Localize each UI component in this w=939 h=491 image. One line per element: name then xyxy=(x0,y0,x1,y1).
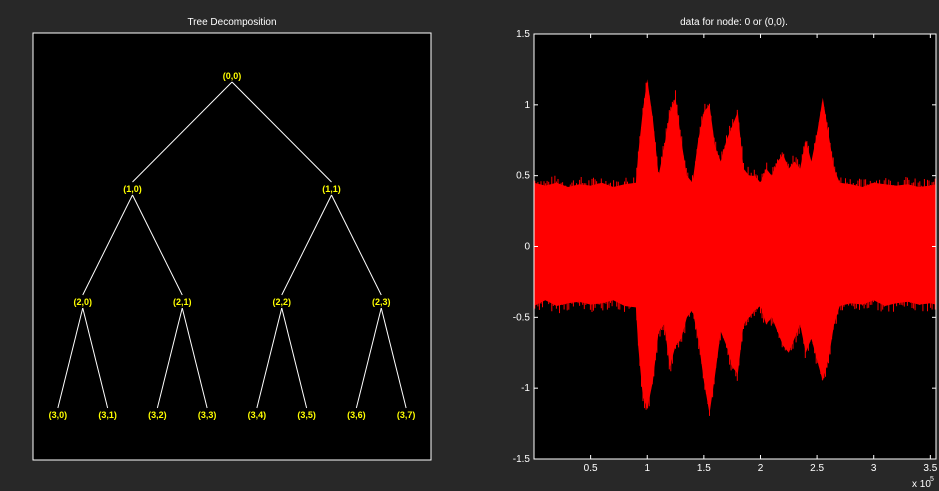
tree-node[interactable]: (3,0) xyxy=(49,410,68,420)
y-axis: -1.5 -1 -0.5 0 0.5 1 1.5 xyxy=(513,29,936,465)
x-tick-label: 2 xyxy=(758,463,764,474)
tree-node[interactable]: (3,5) xyxy=(297,410,316,420)
y-tick-label: 0.5 xyxy=(516,171,530,182)
tree-edge xyxy=(281,307,308,409)
x-axis: 0.5 1 1.5 2 2.5 3 3.5 xyxy=(584,34,938,474)
tree-title: Tree Decomposition xyxy=(187,17,276,28)
tree-nodes: (0,0) (1,0) (1,1) (2,0) (2,1) (2,2) (2,3) (3,0)… xyxy=(49,71,416,420)
x-tick-label: 1 xyxy=(644,463,650,474)
x-multiplier-label: x 10 xyxy=(912,479,931,490)
tree-edge xyxy=(231,81,332,183)
tree-node[interactable]: (2,0) xyxy=(73,297,92,307)
tree-edge xyxy=(132,81,233,183)
tree-node[interactable]: (3,3) xyxy=(198,410,217,420)
signal-noise-strokes xyxy=(534,82,936,416)
x-tick-label: 1.5 xyxy=(697,463,711,474)
tree-node[interactable]: (3,1) xyxy=(98,410,117,420)
tree-edge xyxy=(380,307,407,409)
tree-edge xyxy=(82,194,133,296)
y-tick-label: 1.5 xyxy=(516,29,530,40)
y-tick-label: -1.5 xyxy=(513,454,531,465)
signal-panel: data for node: 0 or (0,0). -1.5 -1 -0.5 0 0.… xyxy=(513,17,938,490)
tree-edge xyxy=(281,194,332,296)
tree-edge xyxy=(181,307,208,409)
tree-edges xyxy=(57,81,407,409)
chart-title: data for node: 0 or (0,0). xyxy=(680,17,788,28)
x-tick-label: 0.5 xyxy=(584,463,598,474)
tree-node[interactable]: (3,7) xyxy=(397,410,416,420)
tree-edge xyxy=(82,307,109,409)
tree-node[interactable]: (3,4) xyxy=(248,410,267,420)
tree-edge xyxy=(355,307,382,409)
tree-node[interactable]: (3,6) xyxy=(347,410,366,420)
signal-trace xyxy=(534,79,936,414)
tree-edge xyxy=(156,307,183,409)
tree-edge xyxy=(331,194,382,296)
y-tick-label: -0.5 xyxy=(513,312,531,323)
x-tick-label: 2.5 xyxy=(810,463,824,474)
x-tick-label: 3 xyxy=(871,463,877,474)
tree-edge xyxy=(132,194,183,296)
y-tick-label: 1 xyxy=(524,100,530,111)
y-tick-label: -1 xyxy=(521,383,530,394)
x-multiplier-exponent: 5 xyxy=(930,476,934,483)
tree-edge xyxy=(57,307,84,409)
x-tick-label: 3.5 xyxy=(923,463,937,474)
tree-node[interactable]: (1,1) xyxy=(322,184,341,194)
tree-node[interactable]: (3,2) xyxy=(148,410,167,420)
tree-edge xyxy=(256,307,283,409)
tree-node[interactable]: (2,1) xyxy=(173,297,192,307)
tree-axes[interactable] xyxy=(32,32,432,461)
tree-node[interactable]: (1,0) xyxy=(123,184,142,194)
y-tick-label: 0 xyxy=(524,242,530,253)
tree-panel: Tree Decomposition (0,0)(1,0) (1,1)(2,0)(… xyxy=(32,17,432,461)
tree-node[interactable]: (2,3) xyxy=(372,297,391,307)
tree-node[interactable]: (0,0) xyxy=(223,71,242,81)
tree-node[interactable]: (2,2) xyxy=(272,297,291,307)
